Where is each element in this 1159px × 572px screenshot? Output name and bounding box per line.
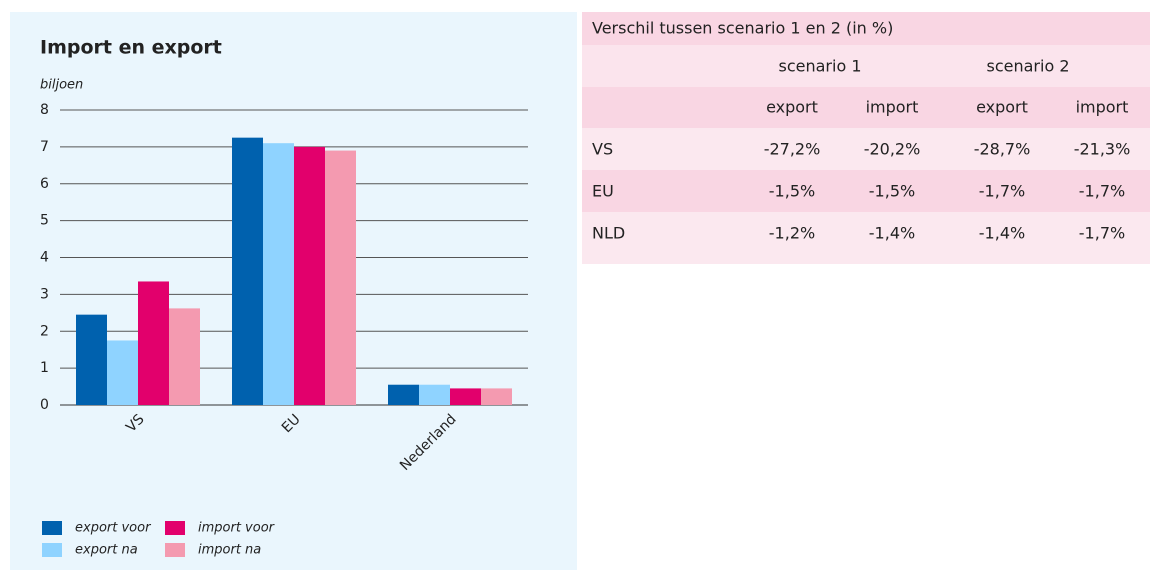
bar (76, 314, 107, 405)
legend-swatch (165, 543, 185, 557)
table-cell: -1,4% (979, 224, 1025, 243)
table-cell: -1,7% (979, 182, 1025, 201)
y-tick-label: 0 (40, 397, 49, 413)
y-tick-label: 4 (40, 250, 49, 266)
legend-label: export na (75, 543, 138, 558)
y-tick-label: 2 (40, 323, 49, 339)
bar (481, 388, 512, 405)
table-cell: -28,7% (974, 140, 1031, 159)
table-cell: -21,3% (1074, 140, 1131, 159)
y-tick-label: 3 (40, 286, 49, 302)
table-group-bg (582, 45, 1150, 87)
table-cell: -1,7% (1079, 182, 1125, 201)
table-cell: -20,2% (864, 140, 921, 159)
table-row-bg (582, 128, 1150, 170)
bar (263, 143, 294, 405)
table-row-bg (582, 212, 1150, 264)
y-tick-label: 7 (40, 139, 49, 155)
legend-swatch (42, 543, 62, 557)
legend-swatch (42, 521, 62, 535)
table-cell: -1,4% (869, 224, 915, 243)
y-tick-label: 1 (40, 360, 49, 376)
table-column: export (976, 98, 1028, 117)
bar (294, 146, 325, 405)
table-cell: -1,2% (769, 224, 815, 243)
bar (169, 308, 200, 405)
table-column: import (866, 98, 919, 117)
table-cell: -1,7% (1079, 224, 1125, 243)
y-tick-label: 8 (40, 102, 49, 118)
table: Verschil tussen scenario 1 en 2 (in %) (582, 12, 1150, 128)
bar (232, 137, 263, 405)
table-column: export (766, 98, 818, 117)
y-tick-label: 6 (40, 176, 49, 192)
table-column: import (1076, 98, 1129, 117)
bar (325, 150, 356, 405)
table-title: Verschil tussen scenario 1 en 2 (in %) (592, 19, 893, 38)
bar (450, 388, 481, 405)
bar (138, 281, 169, 405)
table-header-bg (582, 87, 1150, 128)
table-title-bg (582, 12, 1150, 45)
row-label: EU (592, 182, 614, 201)
table-row-bg (582, 170, 1150, 212)
row-label: NLD (592, 224, 625, 243)
table-cell: -27,2% (764, 140, 821, 159)
chart-title: Import en export (40, 37, 222, 59)
legend-label: import na (198, 543, 261, 558)
legend-swatch (165, 521, 185, 535)
bar (107, 340, 138, 405)
bar (388, 384, 419, 405)
bar (419, 384, 450, 405)
y-tick-label: 5 (40, 213, 49, 229)
table-group: scenario 2 (987, 57, 1070, 76)
legend-label: export voor (75, 521, 152, 536)
table-group: scenario 1 (779, 57, 862, 76)
row-label: VS (592, 140, 613, 159)
legend-label: import voor (198, 521, 276, 536)
table-cell: -1,5% (769, 182, 815, 201)
table-cell: -1,5% (869, 182, 915, 201)
y-axis-label: biljoen (40, 78, 83, 93)
